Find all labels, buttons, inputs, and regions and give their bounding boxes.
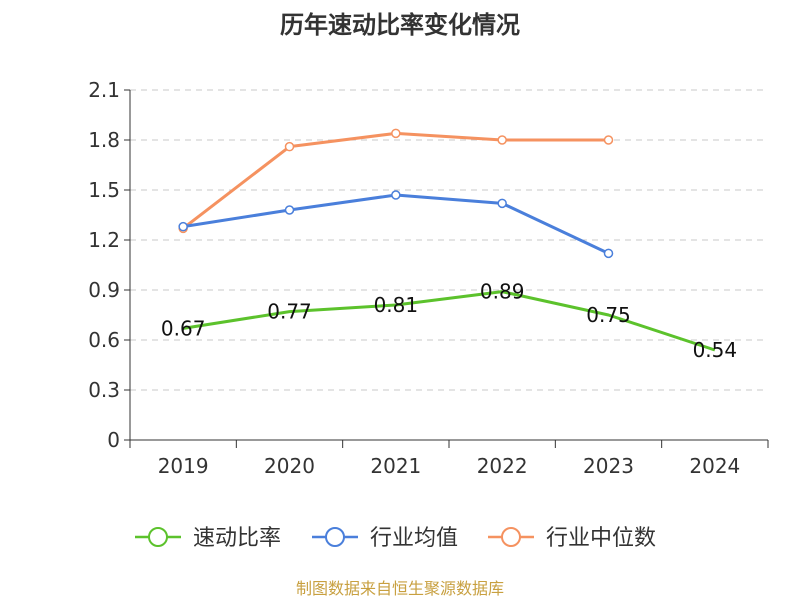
series-line-2: [182, 131, 609, 230]
y-tick-label: 2.1: [88, 78, 120, 102]
data-label: 0.67: [161, 316, 206, 340]
x-tick-label: 2024: [689, 454, 740, 478]
series-point-2: [284, 141, 295, 152]
legend: 速动比率 行业均值 行业中位数: [135, 526, 656, 551]
x-tick-label: 2020: [264, 454, 315, 478]
series-point-2: [497, 135, 507, 145]
series-point-1: [178, 221, 188, 232]
x-tick-label: 2022: [477, 454, 528, 478]
y-tick-label: 0.9: [88, 278, 120, 302]
legend-label: 速动比率: [193, 526, 281, 551]
data-label: 0.54: [693, 338, 738, 362]
y-tick-label: 1.8: [88, 128, 120, 152]
y-tick-label: 1.2: [88, 228, 120, 252]
legend-label: 行业均值: [370, 526, 458, 551]
legend-swatch-marker: [148, 527, 168, 547]
series-point-2: [391, 128, 401, 139]
axes: 0 0.3 0.6 0.9 1.2 1.5 1.8 2.1 2019 2020 2021 2022 20…: [88, 78, 769, 478]
series-point-1: [391, 190, 401, 200]
data-label: 0.77: [267, 300, 312, 324]
y-tick-label: 1.5: [88, 178, 120, 202]
series-point-1: [284, 205, 295, 215]
x-tick-label: 2023: [583, 454, 634, 478]
series-point-2: [603, 135, 614, 145]
data-label: 0.75: [586, 303, 631, 327]
series-point-1: [497, 198, 507, 209]
series-lines: [178, 128, 716, 352]
data-label: 0.89: [480, 280, 525, 304]
legend-swatch-marker: [325, 527, 345, 547]
y-tick-label: 0.6: [88, 328, 120, 352]
data-labels: 0.67 0.77 0.81 0.89 0.75 0.54: [161, 280, 737, 362]
legend-label: 行业中位数: [546, 526, 656, 551]
source-note: 制图数据来自恒生聚源数据库: [296, 579, 504, 598]
series-line-0: [182, 290, 716, 352]
y-tick-label: 0: [107, 428, 120, 452]
chart-title: 历年速动比率变化情况: [280, 11, 520, 39]
x-tick-label: 2021: [370, 454, 421, 478]
data-label: 0.81: [374, 293, 419, 317]
series-line-1: [182, 193, 610, 255]
gridlines: [130, 89, 768, 391]
legend-swatch-marker: [501, 527, 521, 547]
x-tick-label: 2019: [158, 454, 209, 478]
y-tick-label: 0.3: [88, 378, 120, 402]
series-point-1: [603, 248, 614, 259]
